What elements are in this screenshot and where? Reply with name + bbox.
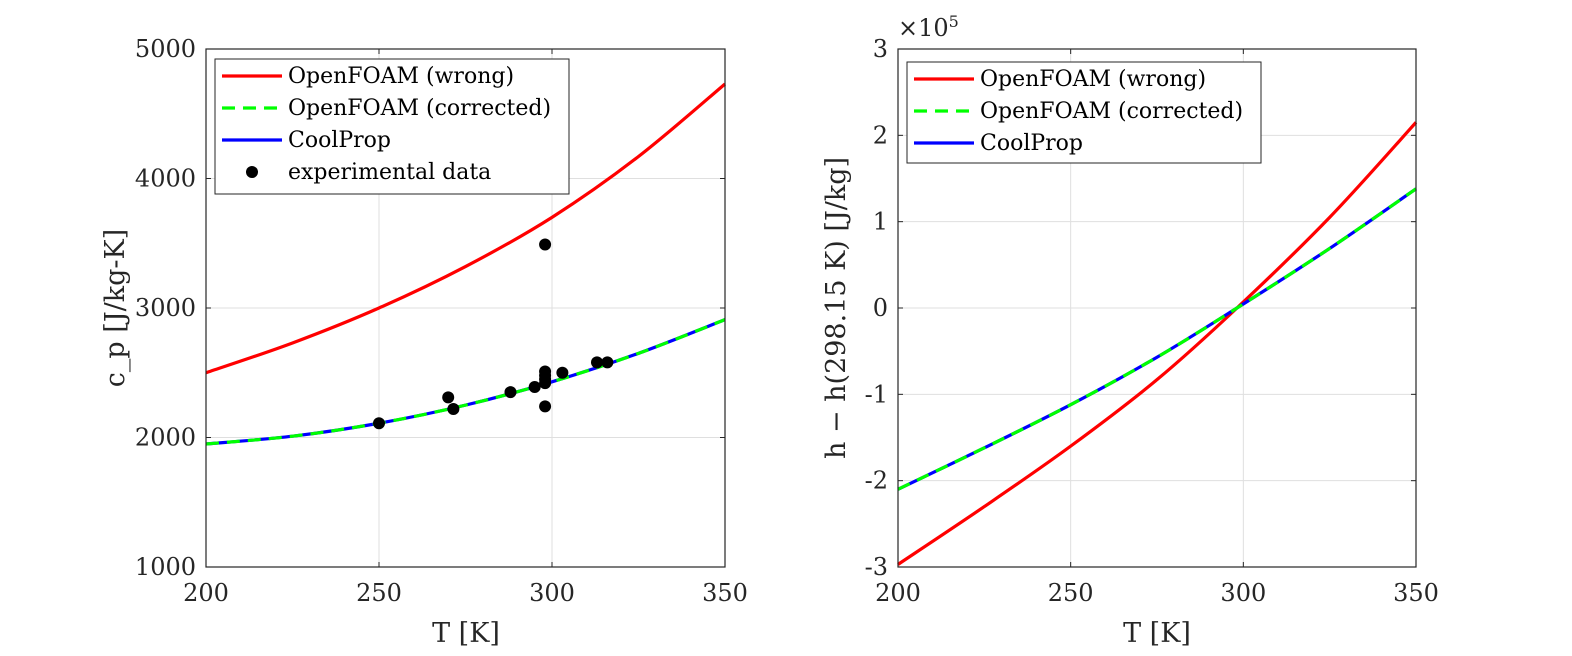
cp-chart-legend: OpenFOAM (wrong) OpenFOAM (corrected) Cool… bbox=[214, 58, 570, 195]
data-point bbox=[447, 403, 460, 416]
series-line-openfoam-corrected bbox=[897, 187, 1417, 491]
y-tick-label: 2000 bbox=[135, 424, 196, 452]
data-point bbox=[539, 400, 552, 413]
data-point bbox=[528, 380, 541, 393]
y-tick-label: 5000 bbox=[135, 35, 196, 63]
y-tick-label: -3 bbox=[865, 553, 888, 581]
series-line-coolprop bbox=[897, 187, 1417, 491]
cp-chart-series bbox=[205, 82, 727, 446]
x-tick-label: 350 bbox=[1393, 579, 1439, 607]
x-tick-label: 300 bbox=[529, 579, 575, 607]
data-point bbox=[373, 417, 385, 430]
legend-marker bbox=[246, 166, 258, 178]
y-tick-label: -1 bbox=[865, 380, 888, 408]
enthalpy-chart: 200 250 300 350 -3 -2 -1 0 1 2 3 ×105 T [K] h − h(… bbox=[821, 12, 1439, 649]
data-point bbox=[601, 356, 614, 369]
y-tick-label: 0 bbox=[873, 294, 888, 322]
enthalpy-chart-legend: OpenFOAM (wrong) OpenFOAM (corrected) Cool… bbox=[906, 61, 1262, 164]
x-tick-label: 250 bbox=[356, 579, 402, 607]
y-tick-label: 3000 bbox=[135, 294, 196, 322]
data-point bbox=[504, 386, 517, 399]
cp-chart: 200 250 300 350 1000 2000 3000 4000 5000 T [K] c… bbox=[100, 35, 748, 649]
y-tick-label: 1000 bbox=[135, 553, 196, 581]
exponent-power: 5 bbox=[949, 12, 959, 31]
y-tick-label: 4000 bbox=[135, 165, 196, 193]
y-tick-label: 3 bbox=[873, 35, 888, 63]
cp-chart-ylabel: c_p [J/kg-K] bbox=[100, 229, 131, 387]
x-tick-label: 300 bbox=[1220, 579, 1266, 607]
enthalpy-chart-series bbox=[897, 121, 1418, 566]
enthalpy-chart-exponent: ×105 bbox=[898, 12, 959, 42]
y-tick-label: 1 bbox=[873, 208, 888, 236]
data-point bbox=[590, 356, 603, 369]
series-line-openfoam-wrong bbox=[205, 82, 727, 375]
enthalpy-chart-ylabel: h − h(298.15 K) [J/kg] bbox=[821, 157, 852, 459]
legend-label: CoolProp bbox=[980, 131, 1083, 156]
y-tick-label: 2 bbox=[873, 121, 888, 149]
data-point bbox=[442, 391, 455, 404]
y-tick-label: -2 bbox=[865, 467, 888, 495]
series-line-openfoam-wrong bbox=[897, 121, 1418, 566]
legend-label: OpenFOAM (wrong) bbox=[980, 67, 1206, 92]
x-tick-label: 200 bbox=[183, 579, 229, 607]
data-point bbox=[556, 366, 569, 379]
legend-label: OpenFOAM (wrong) bbox=[288, 64, 514, 89]
exponent-base: ×10 bbox=[898, 14, 949, 42]
enthalpy-chart-xlabel: T [K] bbox=[1123, 618, 1191, 649]
x-tick-label: 200 bbox=[875, 579, 921, 607]
enthalpy-chart-ticks: 200 250 300 350 -3 -2 -1 0 1 2 3 bbox=[865, 35, 1439, 607]
cp-chart-ticks: 200 250 300 350 1000 2000 3000 4000 5000 bbox=[135, 35, 748, 607]
legend-label: experimental data bbox=[288, 160, 491, 185]
legend-label: OpenFOAM (corrected) bbox=[980, 99, 1243, 124]
series-line-coolprop bbox=[205, 318, 726, 446]
legend-box bbox=[214, 58, 570, 195]
x-tick-label: 250 bbox=[1048, 579, 1094, 607]
x-tick-label: 350 bbox=[702, 579, 748, 607]
data-point bbox=[539, 238, 552, 251]
legend-label: OpenFOAM (corrected) bbox=[288, 96, 551, 121]
series-line-openfoam-corrected bbox=[205, 318, 726, 446]
data-point bbox=[539, 365, 552, 378]
legend-label: CoolProp bbox=[288, 128, 391, 153]
cp-chart-xlabel: T [K] bbox=[432, 618, 500, 649]
